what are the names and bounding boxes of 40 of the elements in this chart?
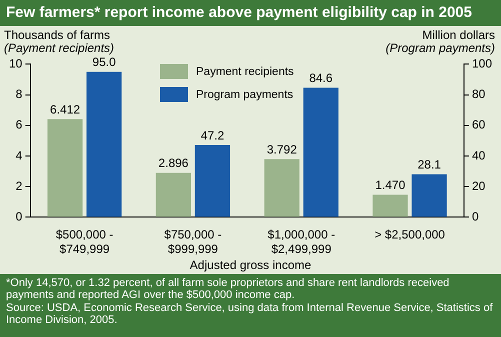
legend-label: Program payments bbox=[196, 88, 294, 100]
y2-tick-label: 80 bbox=[472, 87, 486, 102]
y2-tick-label: 20 bbox=[472, 178, 486, 193]
x-tick-label: $1,000,000 - $2,499,999 bbox=[268, 228, 336, 256]
y2-tick-label: 0 bbox=[472, 210, 479, 224]
y-tick-label: 8 bbox=[16, 87, 23, 102]
data-label: 47.2 bbox=[200, 128, 224, 142]
source-note: Source: USDA, Economic Research Service, using data from Internal Revenue Service, Statistics of Income Division, 2005. bbox=[6, 302, 494, 326]
bar bbox=[372, 194, 408, 217]
y2-tick-label: 100 bbox=[472, 56, 492, 71]
bar bbox=[412, 174, 447, 217]
y2-tick-label: 40 bbox=[472, 148, 486, 162]
y2-axis-title: Million dollars (Program payments) bbox=[386, 28, 495, 55]
x-tick-label: $750,000 - $999,999 bbox=[164, 228, 222, 256]
text: *Only 14,570, or 1.32 percent, of all farm sole proprietors and share rent landlords received payments and reported AGI over the $500,000 income cap. bbox=[6, 277, 450, 301]
data-label: 1.470 bbox=[375, 178, 406, 192]
data-label: 95.0 bbox=[92, 55, 116, 70]
legend-label: Payment recipients bbox=[196, 66, 294, 78]
bar bbox=[156, 172, 192, 217]
data-label: 2.896 bbox=[158, 156, 189, 170]
y-tick-label: 2 bbox=[16, 178, 23, 193]
data-label: 84.6 bbox=[309, 71, 333, 86]
bar bbox=[194, 144, 230, 217]
data-label: 28.1 bbox=[418, 158, 442, 172]
y-tick-label: 10 bbox=[8, 56, 23, 71]
bar bbox=[264, 159, 300, 217]
bar bbox=[86, 72, 122, 217]
chart-title: Few farmers* report income above payment eligibility cap in 2005 bbox=[0, 0, 501, 26]
y-tick-label: 0 bbox=[16, 210, 23, 224]
bar bbox=[303, 88, 338, 217]
x-axis-title: Adjusted gross income bbox=[188, 258, 312, 272]
data-label: 3.792 bbox=[266, 142, 298, 156]
x-tick-label: $500,000 - $749,999 bbox=[56, 228, 114, 256]
data-label: 6.412 bbox=[50, 102, 80, 116]
y-tick-label: 6 bbox=[16, 118, 23, 132]
y2-tick-label: 60 bbox=[472, 118, 486, 132]
y-axis-title: Thousands of farms (Payment recipients) bbox=[4, 28, 114, 55]
bar bbox=[47, 119, 83, 217]
x-tick-label: > $2,500,000 bbox=[374, 228, 446, 242]
y-tick-label: 4 bbox=[16, 148, 23, 162]
